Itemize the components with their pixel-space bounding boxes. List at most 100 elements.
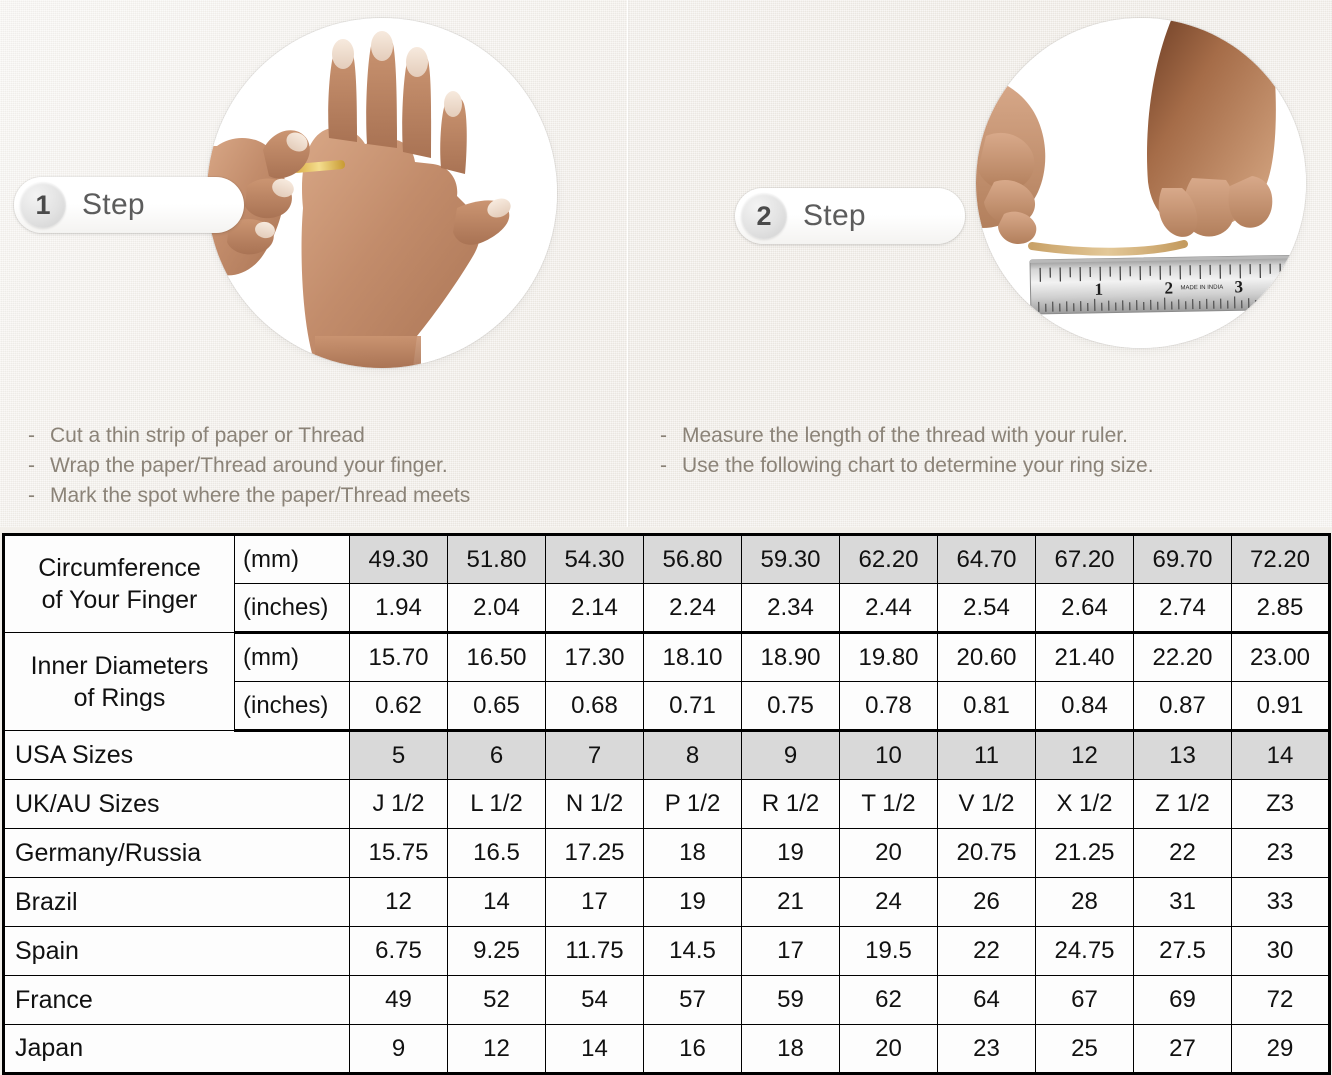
data-cell: 10 bbox=[839, 730, 938, 780]
hand-with-ring-photo bbox=[207, 18, 557, 368]
data-cell: 13 bbox=[1133, 730, 1232, 780]
data-cell: 20 bbox=[839, 828, 938, 878]
table-row: USA Sizes 5 6 7 8 9 10 11 12 13 14 bbox=[2, 730, 1331, 780]
data-cell: 11.75 bbox=[545, 926, 644, 976]
row-header-japan: Japan bbox=[2, 1024, 350, 1075]
data-cell: 57 bbox=[643, 975, 742, 1025]
data-cell: 17.30 bbox=[545, 632, 644, 682]
steps-area: 1 Step - Cut a thin strip of paper or Th… bbox=[0, 0, 1332, 527]
panel-divider bbox=[627, 0, 628, 527]
data-cell: 16 bbox=[643, 1024, 742, 1075]
data-cell: 2.54 bbox=[937, 583, 1036, 634]
data-cell: 23.00 bbox=[1231, 632, 1331, 682]
data-cell: 16.50 bbox=[447, 632, 546, 682]
data-cell: 0.68 bbox=[545, 681, 644, 732]
bullet-dash-icon: - bbox=[28, 484, 35, 507]
data-cell: 59 bbox=[741, 975, 840, 1025]
data-cell: 8 bbox=[643, 730, 742, 780]
data-cell: 9.25 bbox=[447, 926, 546, 976]
table-row: (inches) 0.62 0.65 0.68 0.71 0.75 0.78 0… bbox=[4, 681, 1331, 732]
data-cell: 12 bbox=[349, 877, 448, 927]
data-cell: 0.84 bbox=[1035, 681, 1134, 732]
data-cell: 1.94 bbox=[349, 583, 448, 634]
data-cell: 0.81 bbox=[937, 681, 1036, 732]
data-cell: 20 bbox=[839, 1024, 938, 1075]
instruction-text: Use the following chart to determine you… bbox=[682, 454, 1154, 477]
data-cell: 25 bbox=[1035, 1024, 1134, 1075]
data-cell: 27 bbox=[1133, 1024, 1232, 1075]
instruction-item: - Measure the length of the thread with … bbox=[660, 421, 1330, 451]
row-header-circumference: Circumference of Your Finger bbox=[2, 533, 235, 633]
data-cell: 9 bbox=[741, 730, 840, 780]
data-cell: 72 bbox=[1231, 975, 1331, 1025]
row-header-line-2: of Your Finger bbox=[41, 586, 198, 614]
row-header-inner-diameters: Inner Diameters of Rings bbox=[2, 632, 235, 731]
table-row: Japan 9 12 14 16 18 20 23 25 27 29 bbox=[2, 1024, 1331, 1075]
table-row: UK/AU Sizes J 1/2 L 1/2 N 1/2 P 1/2 R 1/… bbox=[2, 779, 1331, 829]
data-cell: 18 bbox=[643, 828, 742, 878]
data-cell: 54.30 bbox=[545, 533, 644, 584]
data-cell: 19.80 bbox=[839, 632, 938, 682]
data-cell: 49.30 bbox=[349, 533, 448, 584]
data-cell: 21 bbox=[741, 877, 840, 927]
ruler-origin-text: MADE IN INDIA bbox=[1180, 285, 1223, 292]
data-cell: 12 bbox=[447, 1024, 546, 1075]
row-header-uk-au-sizes: UK/AU Sizes bbox=[2, 779, 350, 829]
data-cell: 33 bbox=[1231, 877, 1331, 927]
table-row: (inches) 1.94 2.04 2.14 2.24 2.34 2.44 2… bbox=[4, 583, 1331, 634]
data-cell: 19 bbox=[643, 877, 742, 927]
data-cell: 17 bbox=[545, 877, 644, 927]
data-cell: 14 bbox=[1231, 730, 1331, 780]
data-cell: Z 1/2 bbox=[1133, 779, 1232, 829]
data-cell: 2.04 bbox=[447, 583, 546, 634]
data-cell: 67 bbox=[1035, 975, 1134, 1025]
data-cell: 2.24 bbox=[643, 583, 742, 634]
data-cell: 15.70 bbox=[349, 632, 448, 682]
table-row: Brazil 12 14 17 19 21 24 26 28 31 33 bbox=[2, 877, 1331, 927]
ruler-mark-3: 3 bbox=[1234, 277, 1243, 296]
data-cell: 11 bbox=[937, 730, 1036, 780]
data-cell: 67.20 bbox=[1035, 533, 1134, 584]
data-cell: 30 bbox=[1231, 926, 1331, 976]
data-cell: 0.91 bbox=[1231, 681, 1331, 732]
data-cell: 0.78 bbox=[839, 681, 938, 732]
data-cell: Z3 bbox=[1231, 779, 1331, 829]
instruction-item: - Cut a thin strip of paper or Thread bbox=[28, 421, 618, 451]
data-cell: 22 bbox=[1133, 828, 1232, 878]
data-cell: 2.34 bbox=[741, 583, 840, 634]
step-2-pill: 2 Step bbox=[735, 188, 965, 244]
data-cell: 62 bbox=[839, 975, 938, 1025]
data-cell: 0.87 bbox=[1133, 681, 1232, 732]
data-cell: 2.64 bbox=[1035, 583, 1134, 634]
instruction-item: - Mark the spot where the paper/Thread m… bbox=[28, 481, 618, 511]
data-cell: 21.25 bbox=[1035, 828, 1134, 878]
unit-cell: (mm) bbox=[234, 533, 350, 584]
data-cell: 29 bbox=[1231, 1024, 1331, 1075]
step-2-number-badge: 2 bbox=[741, 193, 787, 239]
data-cell: 18.10 bbox=[643, 632, 742, 682]
instruction-text: Cut a thin strip of paper or Thread bbox=[50, 424, 365, 447]
table-row: Spain 6.75 9.25 11.75 14.5 17 19.5 22 24… bbox=[2, 926, 1331, 976]
data-cell: 6 bbox=[447, 730, 546, 780]
data-cell: 23 bbox=[937, 1024, 1036, 1075]
data-cell: 22.20 bbox=[1133, 632, 1232, 682]
data-cell: 22 bbox=[937, 926, 1036, 976]
instruction-item: - Wrap the paper/Thread around your fing… bbox=[28, 451, 618, 481]
data-cell: R 1/2 bbox=[741, 779, 840, 829]
data-cell: 23 bbox=[1231, 828, 1331, 878]
data-cell: 64 bbox=[937, 975, 1036, 1025]
data-cell: 18.90 bbox=[741, 632, 840, 682]
step-panel-2: 1 2 3 MADE IN INDIA bbox=[628, 0, 1332, 527]
data-cell: 15.75 bbox=[349, 828, 448, 878]
data-cell: 17 bbox=[741, 926, 840, 976]
data-cell: 51.80 bbox=[447, 533, 546, 584]
step-1-instructions: - Cut a thin strip of paper or Thread - … bbox=[28, 421, 618, 511]
data-cell: 69 bbox=[1133, 975, 1232, 1025]
data-cell: 12 bbox=[1035, 730, 1134, 780]
step-panel-1: 1 Step - Cut a thin strip of paper or Th… bbox=[0, 0, 627, 527]
ring-size-chart-table: Circumference of Your Finger (mm) 49.30 … bbox=[2, 533, 1331, 1075]
data-cell: V 1/2 bbox=[937, 779, 1036, 829]
data-cell: 14 bbox=[447, 877, 546, 927]
data-cell: 20.75 bbox=[937, 828, 1036, 878]
row-header-brazil: Brazil bbox=[2, 877, 350, 927]
